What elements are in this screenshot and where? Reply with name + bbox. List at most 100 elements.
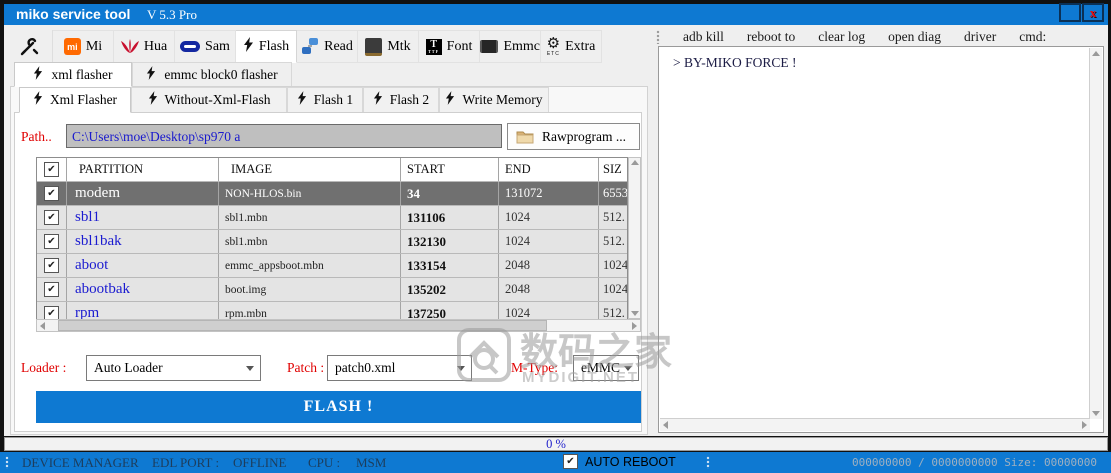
toolbar-label: Mtk [387, 38, 411, 54]
reboot-to-button[interactable]: reboot to [746, 28, 796, 44]
log-horizontal-scrollbar[interactable] [660, 418, 1090, 431]
chevron-down-icon [624, 365, 632, 371]
tools-icon [19, 37, 39, 57]
scrollbar-thumb[interactable] [58, 320, 547, 331]
table-vertical-scrollbar[interactable] [628, 157, 641, 319]
row-checkbox[interactable]: ✔ [44, 282, 59, 297]
close-button[interactable]: x [1082, 3, 1104, 22]
scroll-left-icon[interactable] [663, 421, 668, 429]
scroll-down-icon[interactable] [1092, 411, 1100, 416]
table-row[interactable]: ✔ modem NON-HLOS.bin 34 131072 6553 [37, 181, 627, 205]
patch-label: Patch : [287, 360, 325, 375]
tab-write-memory[interactable]: Write Memory [439, 87, 549, 113]
status-bar: DEVICE MANAGER EDL PORT : OFFLINE CPU : … [0, 452, 1111, 473]
app-title: miko service tool [16, 6, 131, 22]
log-toolbar: adb kill reboot to clear log open diag d… [656, 28, 1046, 45]
lightning-icon [243, 36, 254, 57]
row-checkbox[interactable]: ✔ [44, 234, 59, 249]
table-row[interactable]: ✔ sbl1 sbl1.mbn 131106 1024 512. [37, 205, 627, 229]
col-end[interactable]: END [499, 158, 599, 181]
row-checkbox[interactable]: ✔ [44, 210, 59, 225]
scroll-down-icon[interactable] [630, 311, 639, 316]
tools-button[interactable] [6, 30, 53, 63]
path-input[interactable]: C:\Users\moe\Desktop\sp970 a [66, 124, 502, 148]
open-diag-button[interactable]: open diag [888, 28, 941, 44]
toolbar-item-read[interactable]: Read [297, 30, 358, 63]
close-icon: x [1089, 5, 1097, 20]
scroll-up-icon[interactable] [1092, 51, 1100, 56]
log-output[interactable]: > BY-MIKO FORCE ! [658, 46, 1104, 433]
log-vertical-scrollbar[interactable] [1089, 48, 1102, 419]
lightning-icon [297, 91, 307, 109]
toolbar-item-emmc[interactable]: Emmc [480, 30, 541, 63]
table-row[interactable]: ✔ sbl1bak sbl1.mbn 132130 1024 512. [37, 229, 627, 253]
progress-value: 0 [546, 437, 553, 451]
cpu-label: CPU : [308, 455, 341, 470]
cmd-button[interactable]: cmd: [1019, 28, 1047, 44]
device-manager-label[interactable]: DEVICE MANAGER [22, 455, 139, 470]
scroll-right-icon[interactable] [632, 321, 637, 330]
row-checkbox[interactable]: ✔ [44, 258, 59, 273]
col-size[interactable]: SIZ [603, 162, 622, 176]
toolbar-label: Font [446, 38, 473, 54]
tab-xml-flasher-inner[interactable]: Xml Flasher [19, 87, 131, 113]
col-start[interactable]: START [401, 158, 499, 181]
scroll-right-icon[interactable] [1082, 421, 1087, 429]
toolbar-label: Mi [85, 38, 103, 54]
statusbar-grip[interactable] [5, 456, 9, 469]
tab-flash-2[interactable]: Flash 2 [363, 87, 439, 113]
driver-button[interactable]: driver [963, 28, 997, 44]
toolbar-label: Emmc [503, 38, 540, 54]
minimize-button[interactable] [1059, 3, 1081, 22]
toolbar-item-flash[interactable]: Flash [236, 30, 297, 63]
table-row[interactable]: ✔ abootbak boot.img 135202 2048 1024 [37, 277, 627, 301]
select-all-checkbox[interactable]: ✔ [44, 162, 59, 177]
flash-mode-tabs: Xml Flasher Without-Xml-Flash Flash 1 Fl… [19, 87, 549, 113]
scroll-up-icon[interactable] [630, 160, 639, 165]
ttf-font-icon: T TTF [425, 38, 442, 55]
log-panel: adb kill reboot to clear log open diag d… [653, 26, 1108, 435]
toolbar-item-mtk[interactable]: Mtk [358, 30, 419, 63]
scroll-left-icon[interactable] [40, 321, 45, 330]
col-image[interactable]: IMAGE [219, 158, 401, 181]
edl-port-status: OFFLINE [233, 455, 287, 470]
table-horizontal-scrollbar[interactable] [36, 319, 641, 332]
log-line: > BY-MIKO FORCE ! [673, 55, 797, 70]
statusbar-grip[interactable] [706, 456, 710, 469]
progress-bar: 0 % [4, 437, 1108, 451]
folder-icon [516, 129, 534, 144]
toolbar-item-samsung[interactable]: Sam [175, 30, 236, 63]
tab-emmc-block0-flasher[interactable]: emmc block0 flasher [132, 62, 292, 87]
flasher-tabs: xml flasher emmc block0 flasher [14, 62, 292, 87]
chevron-down-icon [457, 365, 465, 371]
loader-select[interactable]: Auto Loader [86, 355, 261, 381]
patch-select[interactable]: patch0.xml [327, 355, 472, 381]
toolbar-item-huawei[interactable]: Hua [114, 30, 175, 63]
tab-without-xml-flash[interactable]: Without-Xml-Flash [131, 87, 287, 113]
toolbar-item-extra[interactable]: ⚙ ETC Extra [541, 30, 602, 63]
col-partition[interactable]: PARTITION [67, 158, 219, 181]
auto-reboot-toggle[interactable]: ✔ AUTO REBOOT [563, 454, 676, 469]
adb-kill-button[interactable]: adb kill [683, 28, 724, 44]
app-version: V 5.3 Pro [147, 7, 197, 22]
partition-table: ✔ PARTITION IMAGE START END SIZ ✔ modem … [36, 157, 641, 332]
xml-flash-content: Path.. C:\Users\moe\Desktop\sp970 a Rawp… [14, 112, 642, 432]
tab-xml-flasher[interactable]: xml flasher [14, 62, 132, 87]
xiaomi-logo-icon: mi [63, 38, 81, 55]
lightning-icon [373, 91, 383, 109]
byte-counters: 000000000 / 0000000000 Size: 00000000 [851, 456, 1097, 469]
lightning-icon [33, 65, 43, 84]
clear-log-button[interactable]: clear log [818, 28, 866, 44]
toolbar-item-font[interactable]: T TTF Font [419, 30, 480, 63]
auto-reboot-checkbox[interactable]: ✔ [563, 454, 578, 469]
toolbar-grip[interactable] [656, 29, 660, 44]
flash-button[interactable]: FLASH ! [36, 391, 641, 423]
edl-port-label: EDL PORT : [152, 455, 220, 470]
database-read-icon [301, 38, 319, 55]
table-row[interactable]: ✔ aboot emmc_appsboot.mbn 133154 2048 10… [37, 253, 627, 277]
tab-flash-1[interactable]: Flash 1 [287, 87, 363, 113]
rawprogram-button[interactable]: Rawprogram ... [507, 123, 640, 150]
toolbar-item-mi[interactable]: mi Mi [53, 30, 114, 63]
mtype-select[interactable]: eMMC [573, 355, 639, 381]
row-checkbox[interactable]: ✔ [44, 186, 59, 201]
